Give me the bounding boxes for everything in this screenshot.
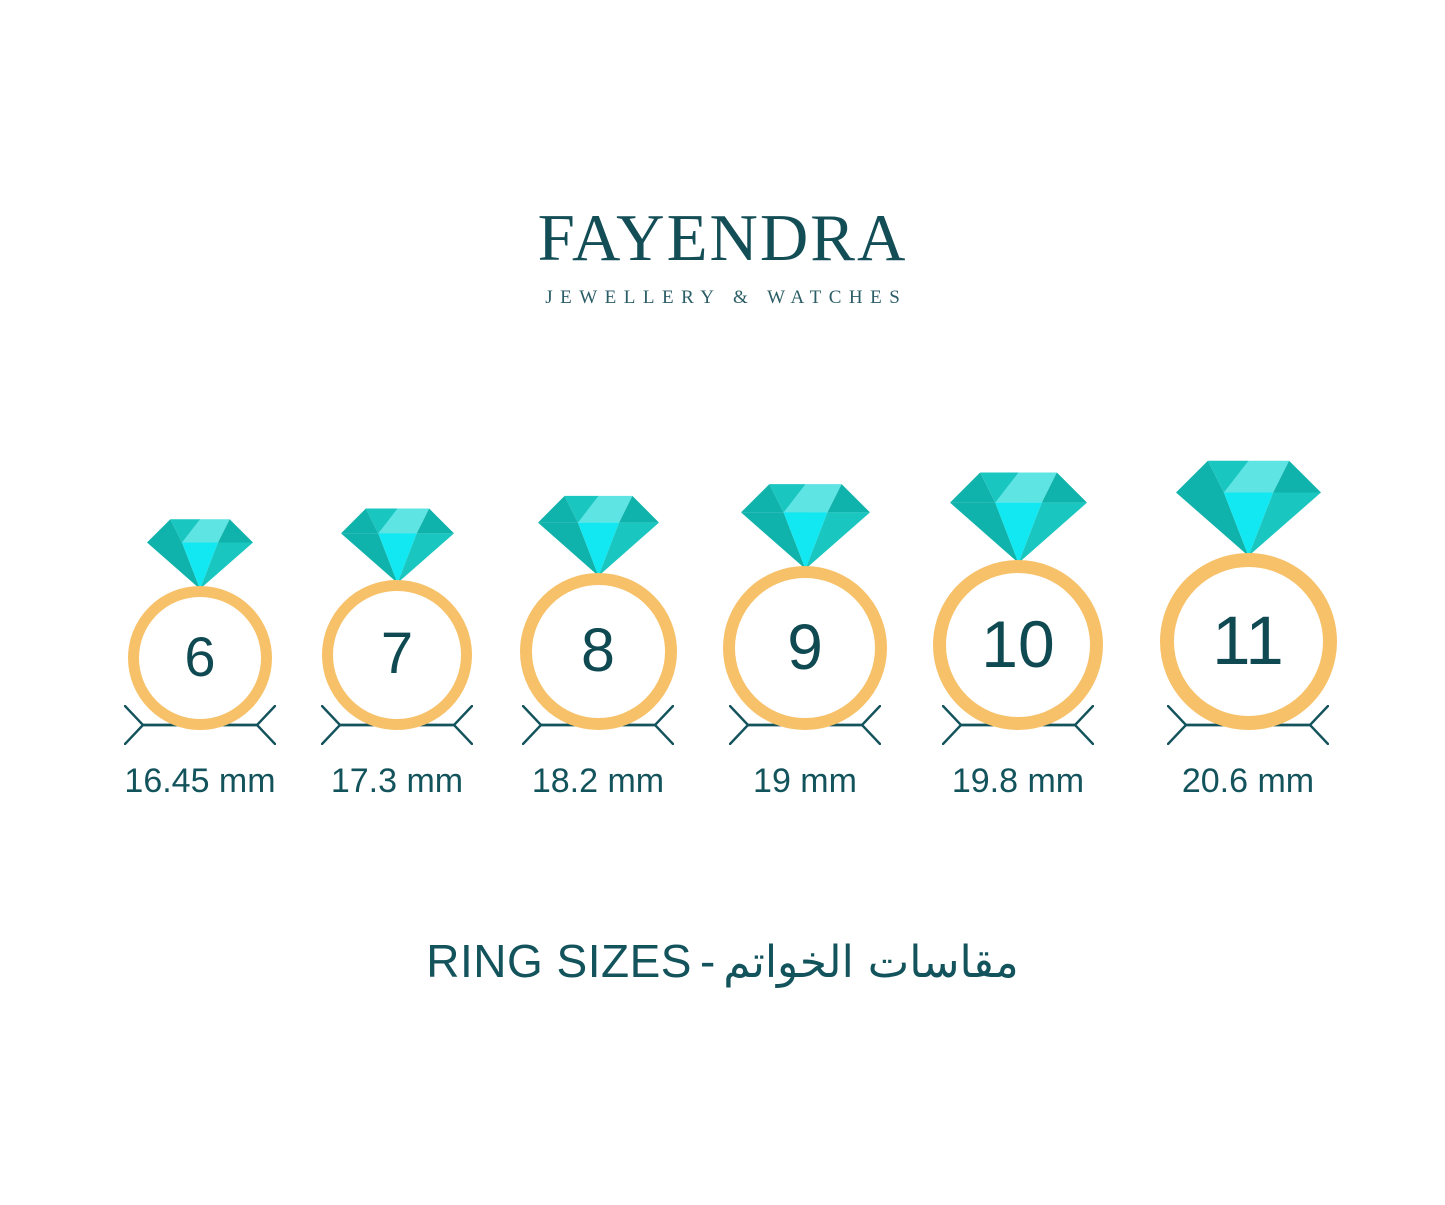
- ring-item-8: 8: [478, 491, 718, 730]
- brand-tagline: JEWELLERY & WATCHES: [545, 287, 908, 308]
- diamond-icon: [340, 508, 454, 583]
- diamond-icon: [147, 519, 253, 589]
- chart-title-english: RING SIZES: [426, 935, 692, 987]
- diamond-icon: [537, 495, 659, 576]
- measurement-label: 17.3 mm: [330, 762, 464, 800]
- ring-illustrations-row: 6 7 8: [0, 440, 1445, 730]
- ring-gem-8: [537, 491, 659, 581]
- measurement-label: 20.6 mm: [1181, 762, 1315, 800]
- ring-gem-6: [147, 515, 253, 594]
- ring-size-number: 8: [581, 616, 615, 684]
- measurement-item-8: 18.2 mm: [458, 704, 738, 800]
- ring-gem-10: [949, 467, 1087, 568]
- chart-title-arabic: مقاسات الخواتم: [723, 937, 1019, 988]
- ring-band-11: 11: [1159, 553, 1337, 730]
- ring-item-9: 9: [685, 479, 925, 730]
- ring-gem-7: [340, 504, 454, 588]
- ring-band-6: 6: [128, 586, 272, 730]
- ring-gem-9: [740, 479, 870, 574]
- measurement-item-9: 19 mm: [665, 704, 945, 800]
- ring-band-9: 9: [723, 566, 887, 730]
- ring-size-number: 11: [1212, 602, 1284, 679]
- diamond-icon: [1175, 460, 1321, 556]
- ring-band-7: 7: [322, 580, 472, 730]
- measurement-label: 19 mm: [753, 762, 857, 800]
- ring-size-number: 9: [787, 611, 823, 683]
- measurements-row: 16.45 mm 17.3 mm 18.2 mm 19 m: [0, 704, 1445, 815]
- chart-title-separator: -: [699, 935, 716, 987]
- ring-band-8: 8: [519, 573, 677, 730]
- ring-band-10: 10: [933, 560, 1103, 730]
- ring-item-11: 11: [1128, 455, 1368, 730]
- ring-item-10: 10: [898, 467, 1138, 730]
- ring-item-6: 6: [80, 515, 320, 730]
- ring-size-number: 6: [184, 625, 216, 688]
- measurement-item-10: 19.8 mm: [878, 704, 1158, 800]
- diamond-icon: [740, 484, 870, 569]
- brand-logo: FAYENDRA JEWELLERY & WATCHES: [0, 201, 1445, 308]
- measurement-label: 19.8 mm: [951, 762, 1085, 800]
- chart-title: RING SIZES - مقاسات الخواتم: [0, 938, 1445, 985]
- diamond-icon: [949, 472, 1087, 563]
- ring-size-number: 10: [981, 607, 1055, 681]
- measurement-item-7: 17.3 mm: [257, 704, 537, 800]
- ring-item-7: 7: [277, 504, 517, 730]
- measurement-item-11: 20.6 mm: [1108, 704, 1388, 800]
- measurement-item-6: 16.45 mm: [60, 704, 340, 800]
- measurement-label: 16.45 mm: [124, 762, 276, 800]
- brand-name: FAYENDRA: [537, 201, 908, 275]
- ring-gem-11: [1175, 455, 1321, 561]
- measurement-label: 18.2 mm: [531, 762, 665, 800]
- ring-size-number: 7: [380, 621, 414, 686]
